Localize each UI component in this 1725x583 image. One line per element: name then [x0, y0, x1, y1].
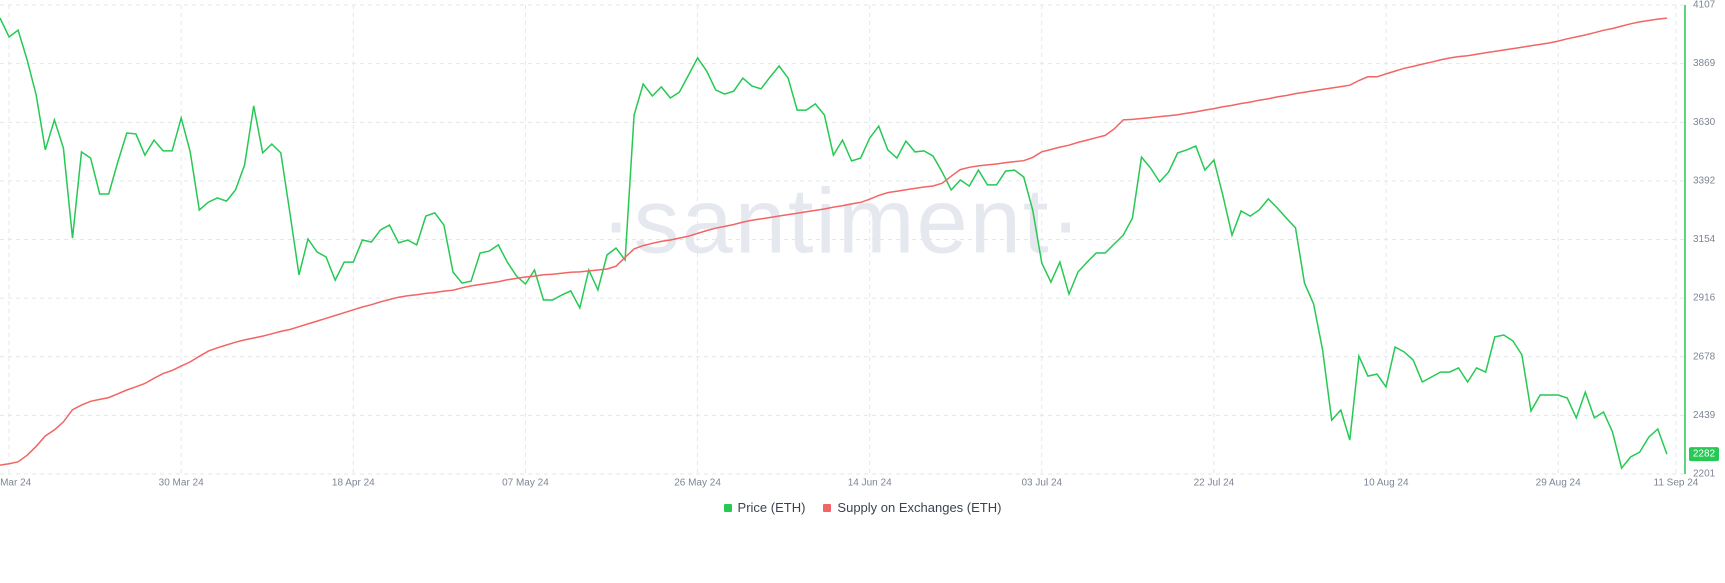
- y-tick-label: 3154: [1693, 234, 1716, 245]
- y-tick-label: 4107: [1693, 0, 1716, 11]
- watermark: ·santiment·: [601, 170, 1083, 272]
- series-line: [0, 17, 1668, 470]
- legend: Price (ETH) Supply on Exchanges (ETH): [0, 500, 1725, 515]
- legend-swatch: [823, 503, 832, 512]
- x-tick-label: 26 May 24: [674, 478, 721, 489]
- y-tick-label: 3392: [1693, 176, 1716, 187]
- x-tick-label: 03 Jul 24: [1022, 478, 1063, 489]
- y-tick-label: 2439: [1693, 410, 1716, 421]
- legend-item: Price (ETH): [723, 500, 806, 515]
- x-tick-label: 18 Apr 24: [332, 478, 375, 489]
- x-tick-label: 07 May 24: [502, 478, 549, 489]
- x-tick-label: 29 Aug 24: [1536, 478, 1581, 489]
- legend-swatch: [723, 503, 732, 512]
- last-value-label: 2282: [1693, 449, 1716, 460]
- series-line: [0, 17, 1667, 466]
- y-tick-label: 2201: [1693, 469, 1716, 480]
- x-tick-label: 14 Jun 24: [848, 478, 892, 489]
- legend-item: Supply on Exchanges (ETH): [823, 500, 1001, 515]
- x-tick-label: 10 Aug 24: [1364, 478, 1409, 489]
- legend-label: Price (ETH): [737, 500, 806, 515]
- y-tick-label: 3630: [1693, 117, 1716, 128]
- legend-label: Supply on Exchanges (ETH): [837, 500, 1002, 515]
- y-tick-label: 2678: [1693, 351, 1716, 362]
- chart: ·santiment· 2201 2439 2678 2916 3154 3392 3630…: [0, 0, 1719, 489]
- y-tick-label: 2916: [1693, 293, 1716, 304]
- x-tick-label: 30 Mar 24: [159, 478, 204, 489]
- x-tick-label: 11 Mar 24: [0, 478, 32, 489]
- last-value-badge: [1689, 447, 1719, 462]
- x-tick-label: 22 Jul 24: [1194, 478, 1235, 489]
- y-tick-label: 3869: [1693, 58, 1716, 69]
- x-tick-label: 11 Sep 24: [1654, 478, 1699, 489]
